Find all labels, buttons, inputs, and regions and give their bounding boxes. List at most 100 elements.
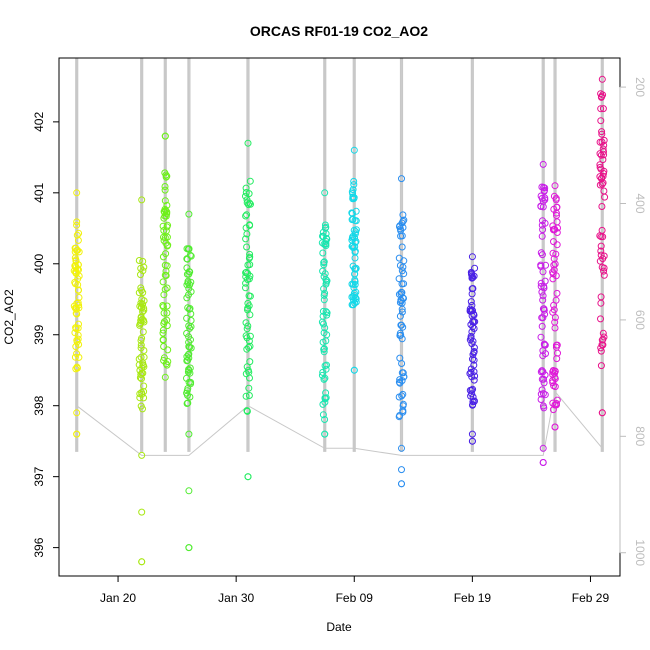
data-point: [398, 175, 405, 183]
data-point: [349, 193, 357, 201]
data-point: [75, 320, 82, 328]
data-point: [74, 281, 82, 289]
data-point: [322, 308, 330, 316]
data-point: [599, 156, 607, 164]
right-tick-label: 200: [633, 77, 647, 97]
data-point: [350, 177, 358, 185]
data-point: [246, 199, 254, 207]
right-tick-label: 600: [633, 310, 647, 330]
data-point: [599, 179, 607, 187]
data-point: [541, 391, 549, 399]
data-point: [163, 223, 171, 231]
data-point: [469, 274, 477, 281]
data-point: [185, 365, 193, 373]
data-point: [161, 197, 169, 205]
data-point: [137, 337, 145, 344]
data-point: [139, 405, 146, 413]
data-point: [350, 284, 358, 292]
data-point: [243, 211, 251, 219]
data-point: [185, 544, 193, 552]
data-point: [185, 210, 193, 218]
data-point: [349, 232, 357, 240]
data-point: [597, 117, 605, 125]
data-point: [185, 487, 193, 495]
data-point: [163, 284, 171, 292]
data-point: [242, 284, 249, 292]
data-point: [539, 296, 547, 304]
data-point: [539, 160, 547, 168]
data-point: [551, 383, 559, 391]
data-point: [161, 234, 169, 242]
data-point: [600, 264, 608, 272]
data-point: [321, 189, 329, 197]
data-point: [242, 235, 250, 243]
data-point: [539, 314, 547, 322]
data-point: [352, 288, 360, 296]
data-point: [242, 192, 249, 200]
data-point: [467, 392, 475, 400]
data-point: [550, 306, 558, 314]
data-point: [539, 347, 547, 355]
data-point: [467, 368, 475, 376]
data-point: [597, 151, 605, 159]
data-point: [159, 326, 167, 334]
data-point: [140, 297, 148, 305]
data-point: [137, 371, 145, 378]
data-point: [161, 132, 169, 140]
data-point: [466, 370, 474, 377]
data-point: [551, 314, 559, 321]
y-axis-label: CO2_AO2: [2, 289, 16, 345]
data-point: [161, 186, 169, 194]
data-point: [73, 409, 81, 417]
right-tick-label: 400: [633, 193, 647, 213]
data-point: [183, 281, 191, 289]
data-point: [137, 341, 145, 349]
data-point: [72, 343, 80, 351]
data-point: [469, 401, 476, 409]
data-point: [399, 211, 407, 219]
data-point: [245, 343, 253, 351]
data-point: [538, 232, 546, 240]
y-tick-label: 397: [32, 466, 46, 486]
data-point: [184, 304, 192, 312]
data-point: [163, 210, 171, 218]
data-point: [468, 290, 476, 298]
data-point: [321, 324, 329, 332]
data-point: [468, 430, 476, 438]
data-point: [397, 232, 405, 240]
data-point: [162, 360, 170, 368]
data-point: [185, 430, 193, 438]
data-point: [553, 203, 561, 211]
data-point: [553, 241, 561, 249]
data-point: [242, 392, 250, 400]
data-point: [539, 226, 547, 234]
data-point: [538, 221, 546, 229]
data-point: [162, 250, 170, 258]
data-point: [161, 373, 169, 381]
data-point: [600, 141, 608, 149]
data-point: [537, 390, 545, 398]
data-point: [468, 437, 476, 445]
data-point: [135, 355, 143, 363]
data-point: [71, 254, 79, 262]
data-point: [322, 223, 330, 231]
data-point: [187, 378, 195, 386]
data-point: [138, 315, 146, 323]
data-point: [398, 335, 406, 343]
data-point: [598, 203, 606, 210]
data-point: [599, 105, 607, 113]
data-point: [597, 242, 605, 250]
data-point: [184, 368, 192, 376]
data-point: [185, 268, 193, 276]
data-point: [399, 369, 407, 377]
x-tick-label: Feb 19: [454, 591, 492, 605]
data-point: [395, 254, 403, 262]
data-point: [135, 257, 143, 264]
data-point: [398, 466, 405, 474]
right-tick-label: 800: [633, 426, 647, 446]
data-point: [138, 558, 146, 566]
data-point: [246, 332, 254, 340]
data-point: [140, 304, 148, 312]
data-point: [467, 334, 475, 342]
data-point: [551, 373, 559, 381]
